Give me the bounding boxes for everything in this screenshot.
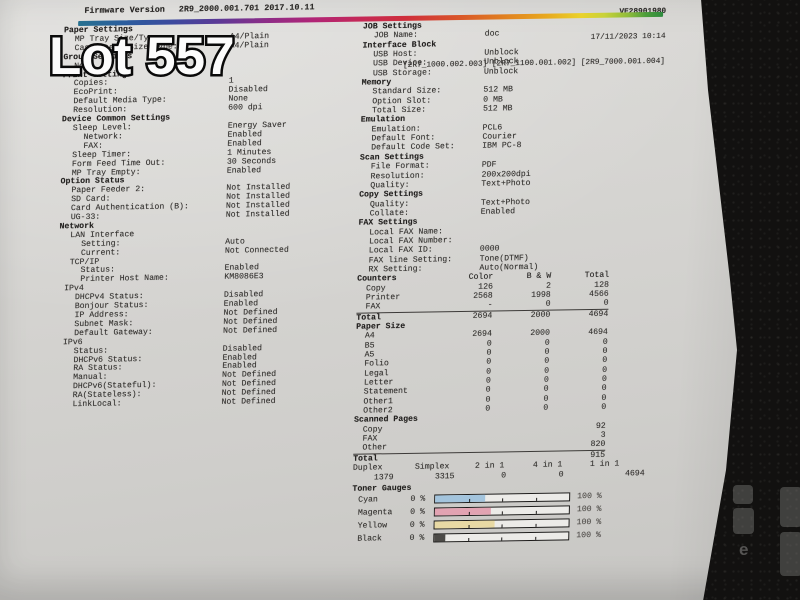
row-label: UG-33: — [70, 212, 101, 223]
gauge-tick — [535, 498, 537, 502]
row-label: Resolution: — [73, 105, 128, 116]
firmware-line: Firmware Version 2R9_2000.001.701 2017.10… — [84, 2, 314, 16]
row-label: Other — [362, 443, 388, 454]
toner-max-label: 100 % — [576, 504, 602, 515]
row-label: USB Storage: — [372, 68, 432, 79]
toner-gauge-bar — [433, 518, 570, 530]
gauge-tick — [468, 499, 470, 503]
row-label: Copy — [362, 425, 383, 435]
row-label: Collate: — [369, 208, 410, 219]
toner-gauge-fill — [434, 520, 495, 529]
toner-max-label: 100 % — [576, 517, 602, 528]
toner-gauge-bar — [433, 531, 570, 543]
row-label: Quality: — [370, 180, 410, 191]
row-value: Unblock — [483, 66, 519, 77]
duplex-col-value: 0 — [558, 469, 564, 480]
toner-min-label: 0 % — [409, 520, 425, 530]
gauge-tick — [468, 512, 470, 516]
gauge-tick — [501, 537, 503, 541]
row-value: 512 MB — [482, 104, 513, 114]
watermark-block-icon — [780, 532, 800, 576]
duplex-col-value: 1379 — [373, 472, 394, 482]
toner-max-label: 100 % — [577, 491, 602, 502]
row-label: RX Setting: — [368, 264, 423, 275]
gauge-tick — [502, 498, 504, 502]
counter-value: 4694 — [588, 309, 609, 319]
row-label: LinkLocal: — [72, 399, 122, 410]
counter-value: 0 — [545, 299, 551, 310]
row-value: 92 — [595, 421, 606, 431]
watermark-block-icon — [733, 508, 754, 534]
firmware-label: Firmware Version — [84, 4, 165, 16]
counter-value: 2000 — [530, 310, 551, 320]
counter-value: 2694 — [472, 311, 493, 321]
counter-value: 0 — [601, 402, 607, 412]
row-value: Unblock — [483, 57, 519, 68]
duplex-col-value: 4694 — [624, 468, 645, 478]
watermark-block-icon — [780, 487, 800, 527]
row-value: IBM PC-8 — [482, 141, 522, 152]
row-value: Enabled — [480, 207, 516, 217]
gauge-tick — [501, 524, 503, 528]
toner-name: Magenta — [357, 508, 393, 518]
toner-gauge-bar — [434, 492, 571, 504]
row-label: JOB Name: — [373, 31, 419, 41]
row-value: Enabled — [226, 165, 262, 176]
row-value: Not Installed — [225, 209, 290, 220]
toner-name: Black — [357, 534, 382, 544]
right-column: JOB Settings JOB Name: doc Interface Block U… — [351, 19, 644, 546]
toner-max-label: 100 % — [576, 530, 601, 541]
row-value: PCL6 — [482, 123, 503, 133]
toner-name: Yellow — [357, 521, 388, 531]
gauge-tick — [468, 525, 470, 529]
gauge-tick — [501, 511, 503, 515]
toner-gauge-fill — [434, 507, 492, 516]
toner-min-label: 0 % — [409, 533, 425, 543]
watermark-block-icon — [733, 485, 753, 504]
row-value: Auto(Normal) — [479, 262, 539, 273]
settings-row: LinkLocal: Not Defined — [55, 397, 355, 411]
row-value: 0 MB — [483, 95, 503, 105]
toner-gauge-fill — [434, 534, 446, 542]
row-label: FAX — [365, 302, 381, 312]
row-value: doc — [484, 29, 500, 39]
row-label: MP Tray Empty: — [71, 167, 141, 178]
row-value: 600 dpi — [228, 103, 263, 113]
toner-name: Cyan — [358, 495, 378, 505]
lot-label: Lot 557 — [49, 27, 235, 86]
row-value: Not Defined — [221, 397, 276, 407]
row-value: 512 MB — [483, 85, 514, 96]
gauge-tick — [534, 537, 536, 541]
firmware-version: 2R9_2000.001.701 2017.10.11 — [178, 2, 315, 15]
toner-gauge-fill — [435, 494, 485, 503]
row-label: Default Code Set: — [371, 142, 455, 153]
row-value: Text+Photo — [481, 178, 531, 189]
row-label: Total Size: — [371, 105, 427, 116]
row-value: 0000 — [479, 244, 500, 254]
watermark-letter: e — [739, 540, 749, 559]
gauge-tick — [467, 538, 469, 542]
row-value: 820 — [590, 440, 606, 450]
row-value: 915 — [590, 450, 606, 460]
counter-value: 0 — [543, 403, 549, 413]
counter-value: 0 — [603, 299, 609, 309]
toner-row: Black 0 % 100 % — [351, 529, 603, 546]
toner-min-label: 0 % — [410, 494, 426, 504]
toner-min-label: 0 % — [410, 507, 425, 517]
gauge-tick — [534, 524, 537, 528]
counter-value: 0 — [485, 404, 491, 414]
duplex-col-value: 3315 — [434, 471, 455, 481]
duplex-col-value: 0 — [501, 470, 507, 480]
toner-gauge-bar — [433, 505, 570, 517]
counter-value: - — [487, 300, 493, 310]
lot-overlay: Lot 557 — [47, 25, 238, 89]
row-value: PDF — [481, 160, 497, 170]
gauge-tick — [535, 511, 537, 515]
